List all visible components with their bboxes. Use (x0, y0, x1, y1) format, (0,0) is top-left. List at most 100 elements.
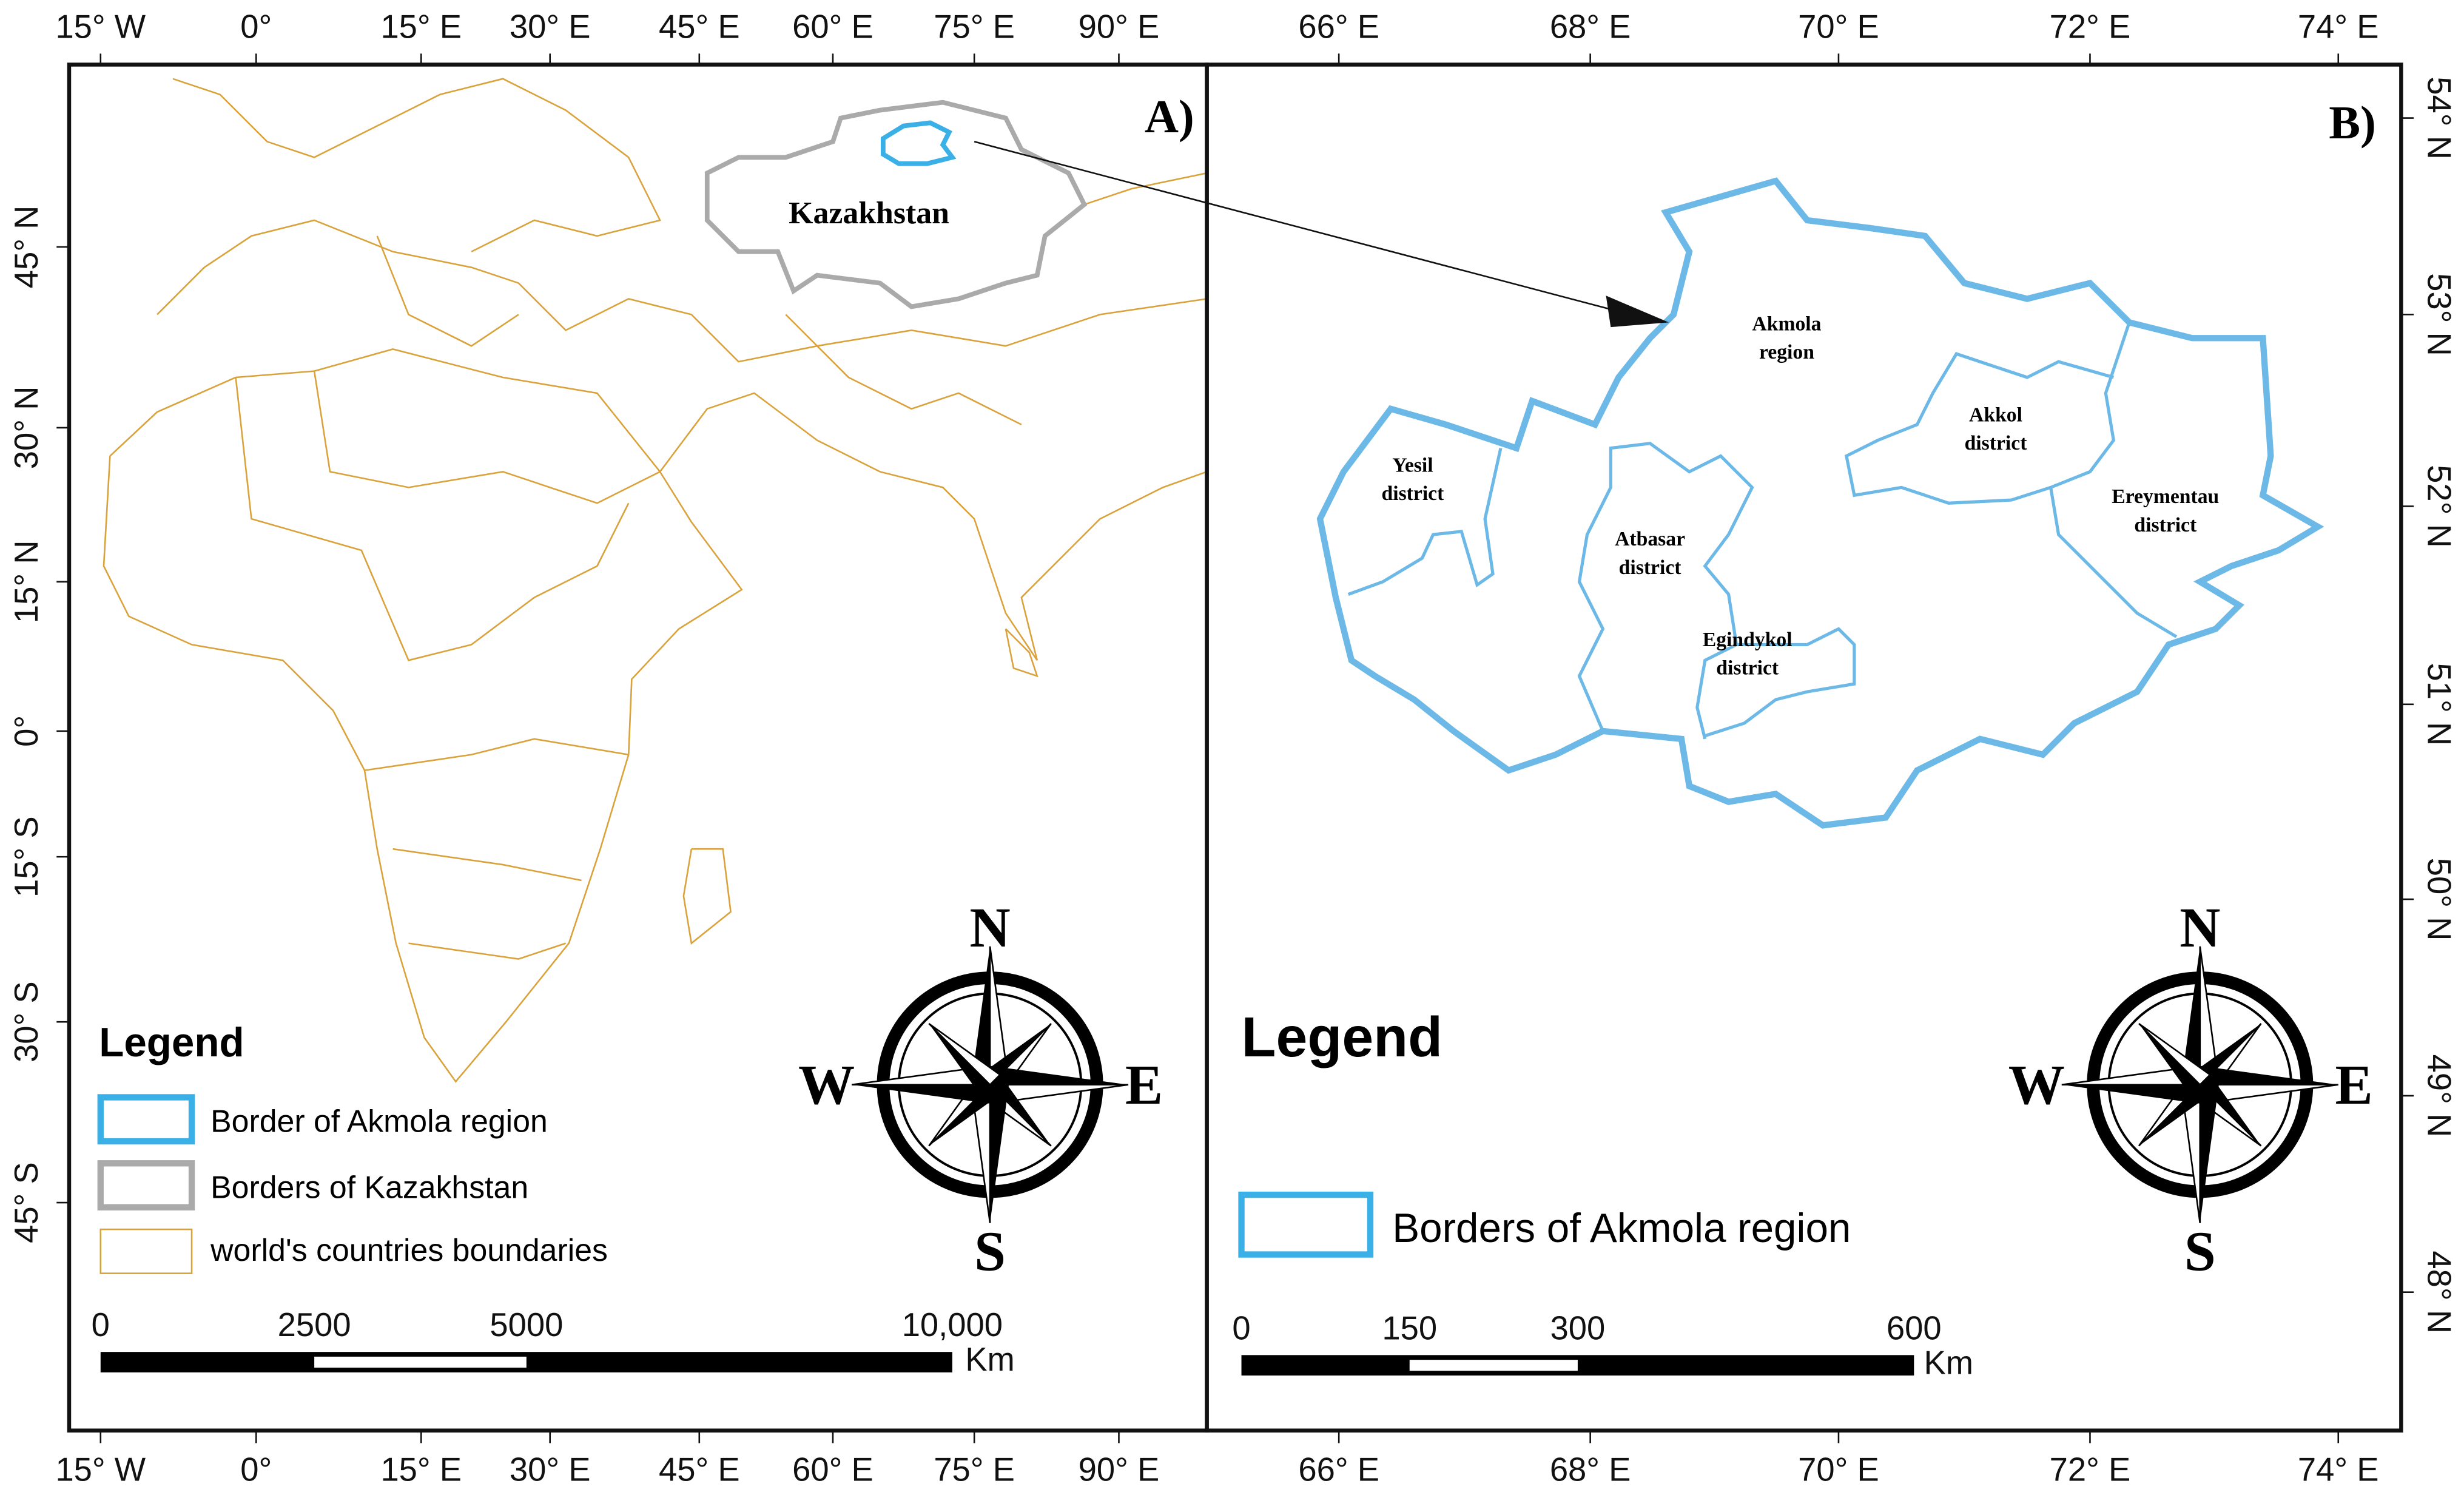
scale-label: 600 (1887, 1309, 1942, 1346)
akmola-border-small (881, 120, 957, 166)
compass-e: E (1125, 1054, 1163, 1116)
scale-label: 2500 (278, 1306, 351, 1343)
x-tick-label: 15° W (55, 1451, 146, 1488)
region-label-line: Egindykol (1703, 629, 1792, 651)
region-label: Ereymentau district (2112, 485, 2219, 536)
legend-swatch (1238, 1191, 1374, 1258)
legend-item: Borders of Akmola region (1392, 1206, 1851, 1251)
panel-label: B) (2329, 96, 2376, 149)
compass-point (2061, 1084, 2200, 1104)
kazakhstan-border (704, 100, 1088, 309)
compass-point (929, 1024, 991, 1095)
region-label-line: district (2134, 514, 2197, 536)
compass (2061, 946, 2338, 1223)
legend-title: Legend (99, 1020, 244, 1065)
y-tick-label: 48° N (2420, 1251, 2457, 1334)
y-tick-label: 30° S (8, 981, 45, 1062)
x-tick-label: 30° E (510, 8, 591, 45)
compass-n: N (969, 897, 1010, 959)
x-tick-label: 45° E (659, 1451, 740, 1488)
region-label: Akmola region (1752, 312, 1821, 363)
compass-point (2200, 1065, 2338, 1085)
y-tick-label: 15° S (8, 816, 45, 897)
x-tick-label: 30° E (510, 1451, 591, 1488)
compass-s: S (974, 1220, 1006, 1283)
legend-item: Borders of Kazakhstan (210, 1169, 528, 1204)
region-label: Egindykol district (1703, 629, 1792, 680)
x-tick-label: 66° E (1298, 8, 1379, 45)
x-tick-label: 66° E (1298, 1451, 1379, 1488)
scale-bar-white (314, 1356, 527, 1368)
x-tick-label: 45° E (659, 8, 740, 45)
y-tick-label: 51° N (2420, 663, 2457, 746)
y-tick-label: 49° N (2420, 1055, 2457, 1138)
arrow-head (1606, 295, 1669, 328)
compass-n: N (2180, 897, 2220, 959)
panel-b-frame (1205, 62, 2403, 1433)
region-label-line: Akkol (1969, 404, 2022, 427)
region-label: Akkol district (1965, 404, 2028, 455)
compass-point (852, 1084, 991, 1104)
scale-label: 0 (1232, 1309, 1250, 1346)
legend-swatch (97, 1094, 195, 1145)
legend-swatch (97, 1160, 195, 1211)
world-boundaries (103, 78, 1207, 1083)
y-tick-label: 15° N (8, 540, 45, 623)
x-tick-label: 70° E (1798, 1451, 1879, 1488)
region-label-line: district (1382, 482, 1445, 505)
region-label-line: district (1716, 657, 1779, 680)
compass-point (928, 1022, 1001, 1086)
legend-item: world's countries boundaries (210, 1232, 608, 1268)
compass-s: S (2184, 1220, 2216, 1283)
x-tick-label: 74° E (2298, 1451, 2379, 1488)
region-label-line: Akmola (1752, 312, 1821, 335)
x-tick-label: 15° E (380, 1451, 462, 1488)
x-tick-label: 90° E (1079, 8, 1160, 45)
x-tick-label: 70° E (1798, 8, 1879, 45)
region-label-line: district (1965, 432, 2028, 454)
legend-title: Legend (1242, 1005, 1443, 1068)
x-tick-label: 60° E (792, 8, 874, 45)
arrow-line (974, 141, 1619, 312)
compass-e: E (2335, 1054, 2373, 1116)
y-tick-label: 50° N (2420, 858, 2457, 941)
x-tick-label: 68° E (1550, 8, 1631, 45)
x-tick-label: 72° E (2050, 1451, 2131, 1488)
y-tick-label: 53° N (2420, 273, 2457, 356)
scale-unit: Km (965, 1341, 1015, 1378)
region-label-line: Ereymentau (2112, 485, 2219, 508)
y-tick-label: 52° N (2420, 465, 2457, 548)
x-tick-label: 0° (240, 1451, 272, 1488)
y-tick-label: 0° (8, 715, 45, 747)
x-tick-label: 15° W (55, 8, 146, 45)
y-tick-label: 45° S (8, 1162, 45, 1243)
scale-label: 5000 (490, 1306, 563, 1343)
compass-w: W (2008, 1054, 2065, 1116)
scale-label: 10,000 (902, 1306, 1003, 1343)
akmola-border (1316, 177, 2324, 829)
x-tick-label: 68° E (1550, 1451, 1631, 1488)
region-label: Yesil district (1382, 454, 1445, 505)
region-label: Atbasar district (1615, 528, 1685, 579)
scale-label: 300 (1550, 1309, 1606, 1346)
country-label: Kazakhstan (789, 196, 949, 231)
scale-label: 0 (92, 1306, 110, 1343)
legend-item: Border of Akmola region (210, 1103, 548, 1138)
panel-label: A) (1145, 90, 1194, 143)
x-tick-label: 15° E (380, 8, 462, 45)
scale-label: 150 (1382, 1309, 1437, 1346)
compass-point (990, 1065, 1129, 1085)
scale-bar-white (1409, 1360, 1578, 1371)
legend-swatch (99, 1228, 193, 1274)
y-tick-label: 30° N (8, 387, 45, 470)
y-tick-label: 45° N (8, 206, 45, 289)
x-tick-label: 72° E (2050, 8, 2131, 45)
x-tick-label: 74° E (2298, 8, 2379, 45)
region-label-line: Yesil (1392, 454, 1433, 476)
x-tick-label: 60° E (792, 1451, 874, 1488)
x-tick-label: 0° (240, 8, 272, 45)
compass-point (2138, 1022, 2212, 1086)
compass-point (2139, 1024, 2200, 1095)
scale-unit: Km (1924, 1344, 1973, 1381)
